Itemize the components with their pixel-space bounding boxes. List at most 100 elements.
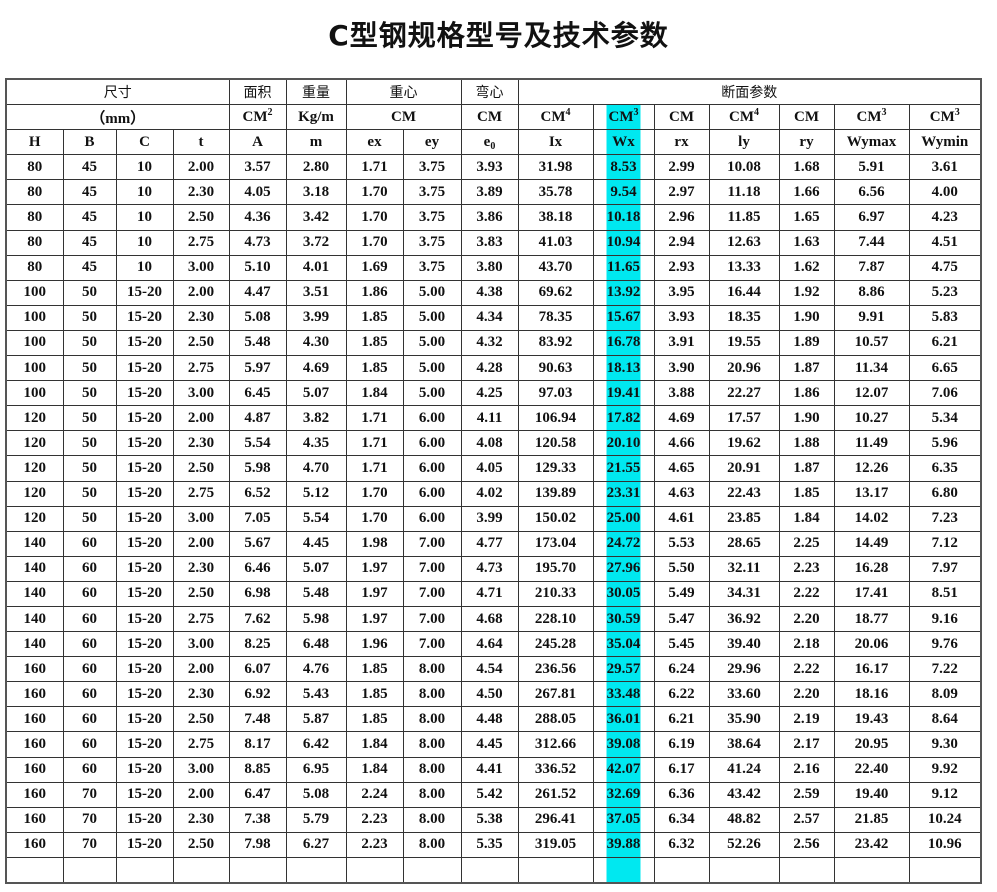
cell-m: 3.82 <box>285 405 347 432</box>
cell-ry: 2.17 <box>778 731 835 758</box>
cell-wx: 33.48 <box>592 681 655 708</box>
cell-c: 10 <box>115 254 174 281</box>
cell-wx: 42.07 <box>592 756 655 783</box>
cell-ly: 18.35 <box>708 304 780 331</box>
cell-m: 4.76 <box>285 656 347 683</box>
cell-c: 15-20 <box>115 329 174 357</box>
cell-wymax: 11.49 <box>833 430 910 457</box>
cell-ex: 1.85 <box>345 329 404 357</box>
cell-ix: 312.66 <box>517 731 594 758</box>
cell-c: 15-20 <box>115 530 174 557</box>
cell-wymax: 7.87 <box>833 254 910 281</box>
cell-t: 2.75 <box>172 229 230 256</box>
table-row: 160 60 15-20 2.00 6.07 4.76 1.85 8.00 4.54 236.56… <box>5 656 982 683</box>
column-header-ly: ly <box>708 129 780 156</box>
cell-wymax: 10.57 <box>833 329 910 357</box>
cell-ix: 78.35 <box>517 304 594 331</box>
cell-rx: 4.61 <box>653 505 710 532</box>
cell-a: 8.85 <box>228 756 287 783</box>
cell-wx: 29.57 <box>592 656 655 683</box>
cell-b: 70 <box>62 831 117 858</box>
cell-ex: 1.85 <box>345 681 404 708</box>
cell-ly: 20.96 <box>708 355 780 382</box>
cell-ix: 41.03 <box>517 229 594 256</box>
cell-e: 4.77 <box>460 530 519 557</box>
cell-ry: 2.57 <box>778 806 835 833</box>
cell-b: 60 <box>62 706 117 733</box>
header-unit: CM4 <box>517 104 594 131</box>
cell-m: 3.72 <box>285 229 347 256</box>
unit-label: CM <box>794 108 819 125</box>
cell-b: 50 <box>62 279 117 306</box>
cell-ry: 1.84 <box>778 505 835 532</box>
cell-c: 15-20 <box>115 681 174 708</box>
cell-b: 45 <box>62 204 117 231</box>
cell-ix: 43.70 <box>517 254 594 281</box>
cell-ey: 8.00 <box>402 781 462 808</box>
cell-ly: 35.90 <box>708 706 780 733</box>
cell-ey: 7.00 <box>402 631 462 658</box>
cell-rx: 2.96 <box>653 204 710 231</box>
cell-ly: 19.55 <box>708 329 780 357</box>
cell-wymin: 4.51 <box>908 229 982 256</box>
cell-ry: 2.19 <box>778 706 835 733</box>
column-header-ix: Ix <box>517 129 594 156</box>
cell-ex: 2.23 <box>345 831 404 858</box>
cell-ly <box>708 856 780 884</box>
cell-rx <box>653 856 710 884</box>
cell-a: 4.87 <box>228 405 287 432</box>
cell-h: 100 <box>5 279 64 306</box>
cell-ry: 2.20 <box>778 605 835 633</box>
unit-exponent: 2 <box>267 106 273 118</box>
header-unit: CM3 <box>833 104 910 131</box>
cell-rx: 3.95 <box>653 279 710 306</box>
cell-ex: 1.84 <box>345 380 404 407</box>
cell-h: 160 <box>5 731 64 758</box>
table-row: 80 45 10 2.50 4.36 3.42 1.70 3.75 3.86 38.18 10.18… <box>5 204 982 231</box>
cell-t: 2.50 <box>172 329 230 357</box>
cell-e: 4.48 <box>460 706 519 733</box>
cell-ix: 288.05 <box>517 706 594 733</box>
cell-t: 2.75 <box>172 605 230 633</box>
table-row: 140 60 15-20 2.50 6.98 5.48 1.97 7.00 4.71 210.33… <box>5 580 982 607</box>
cell-wx: 39.08 <box>592 731 655 758</box>
cell-ly: 19.62 <box>708 430 780 457</box>
table-row: 80 45 10 2.75 4.73 3.72 1.70 3.75 3.83 41.03 10.94… <box>5 229 982 256</box>
cell-b: 60 <box>62 656 117 683</box>
cell-ry: 1.90 <box>778 405 835 432</box>
cell-wymax: 14.49 <box>833 530 910 557</box>
cell-h: 140 <box>5 605 64 633</box>
cell-ex: 1.97 <box>345 605 404 633</box>
cell-b: 60 <box>62 530 117 557</box>
cell-e: 5.42 <box>460 781 519 808</box>
cell-ix: 129.33 <box>517 455 594 482</box>
cell-ey: 5.00 <box>402 355 462 382</box>
cell-ey: 6.00 <box>402 405 462 432</box>
cell-ix: 228.10 <box>517 605 594 633</box>
header-unit: CM <box>460 104 519 131</box>
cell-wx: 8.53 <box>592 154 655 181</box>
cell-ry: 1.65 <box>778 204 835 231</box>
cell-ly: 32.11 <box>708 555 780 582</box>
cell-m: 4.45 <box>285 530 347 557</box>
column-header-wymax: Wymax <box>833 129 910 156</box>
cell-h: 80 <box>5 254 64 281</box>
cell-a: 4.36 <box>228 204 287 231</box>
cell-ix: 210.33 <box>517 580 594 607</box>
cell-wymin: 9.16 <box>908 605 982 633</box>
cell-ey: 6.00 <box>402 480 462 507</box>
cell-ly: 29.96 <box>708 656 780 683</box>
table-row: 140 60 15-20 2.30 6.46 5.07 1.97 7.00 4.73 195.70… <box>5 555 982 582</box>
cell-t: 2.50 <box>172 455 230 482</box>
header-unit: CM4 <box>708 104 780 131</box>
cell-ry: 1.85 <box>778 480 835 507</box>
cell-ry: 2.56 <box>778 831 835 858</box>
header-unit: CM <box>778 104 835 131</box>
cell-t: 2.75 <box>172 731 230 758</box>
cell-e <box>460 856 519 884</box>
cell-a: 5.48 <box>228 329 287 357</box>
cell-e: 4.71 <box>460 580 519 607</box>
cell-a: 8.25 <box>228 631 287 658</box>
table-row: 120 50 15-20 2.50 5.98 4.70 1.71 6.00 4.05 129.33… <box>5 455 982 482</box>
cell-wymax: 6.56 <box>833 179 910 206</box>
